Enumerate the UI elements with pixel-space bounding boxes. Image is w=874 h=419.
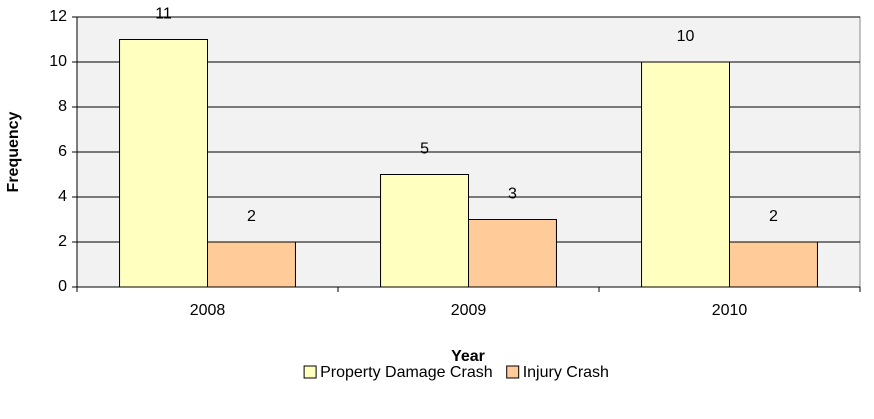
bar xyxy=(380,174,469,288)
data-label: 3 xyxy=(508,186,517,203)
y-tick-label: 10 xyxy=(49,53,67,70)
data-label: 11 xyxy=(155,6,172,23)
data-label: 5 xyxy=(420,141,429,158)
x-tick-label: 2010 xyxy=(712,302,748,319)
data-label: 2 xyxy=(247,208,256,225)
data-label: 2 xyxy=(769,208,778,225)
y-tick-label: 12 xyxy=(49,8,67,25)
bar xyxy=(468,219,557,288)
y-tick-label: 6 xyxy=(58,143,67,160)
x-tick-label: 2008 xyxy=(190,302,226,319)
legend-label: Injury Crash xyxy=(523,364,609,381)
data-label: 10 xyxy=(677,28,695,45)
y-tick-label: 8 xyxy=(58,98,67,115)
bar xyxy=(119,39,208,288)
legend-swatch xyxy=(303,365,317,379)
bar xyxy=(641,61,731,288)
bar xyxy=(207,241,296,288)
y-tick-label: 4 xyxy=(58,188,67,205)
legend-swatch xyxy=(506,365,520,379)
y-tick-label: 2 xyxy=(58,233,67,250)
x-tick-label: 2009 xyxy=(451,302,487,319)
bar xyxy=(729,241,818,288)
y-tick-label: 0 xyxy=(58,278,67,295)
y-axis-title: Frequency xyxy=(5,111,22,192)
x-axis-title: Year xyxy=(451,348,485,365)
legend-label: Property Damage Crash xyxy=(320,364,493,381)
